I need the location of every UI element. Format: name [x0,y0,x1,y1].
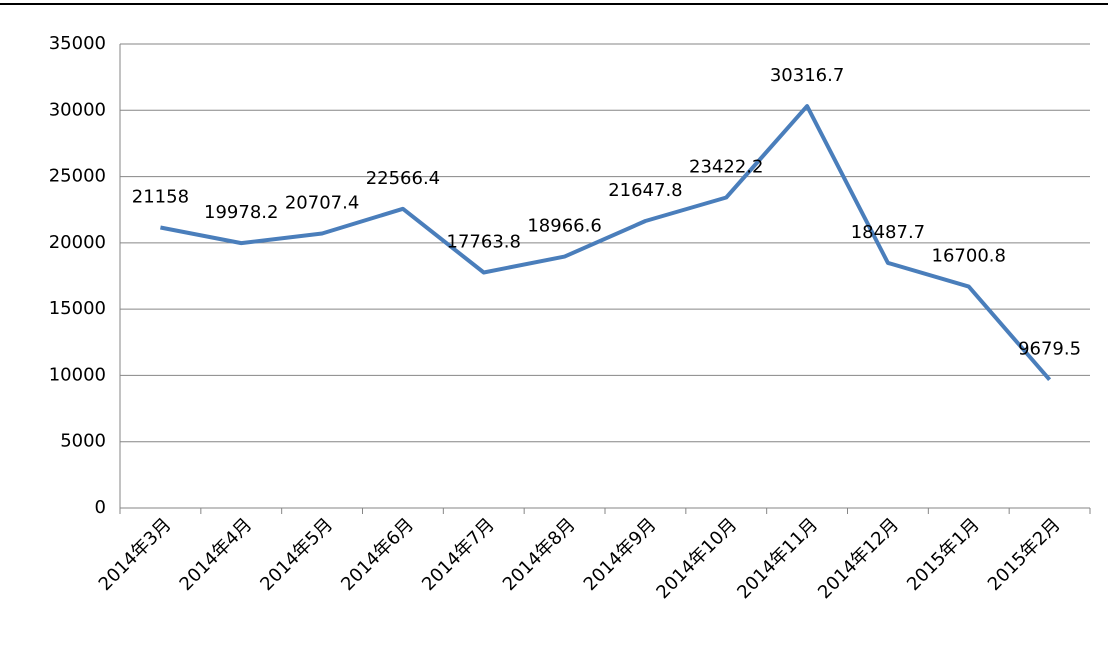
x-tick-label: 2015年1月 [903,514,984,595]
x-tick-label: 2014年5月 [256,514,337,595]
data-label: 9679.5 [1018,339,1081,360]
y-tick-label: 25000 [49,166,106,187]
x-tick-label: 2014年11月 [733,514,822,603]
x-tick-label: 2014年4月 [176,514,257,595]
y-tick-label: 15000 [49,298,106,319]
data-label: 22566.4 [366,168,440,189]
data-label: 21158 [132,187,189,208]
y-tick-label: 35000 [49,33,106,54]
x-tick-label: 2015年2月 [984,514,1065,595]
line-series [160,104,1052,381]
x-tick-label: 2014年7月 [418,514,499,595]
data-label: 18487.7 [851,222,925,243]
data-label: 21647.8 [608,180,682,201]
y-tick-label: 10000 [49,364,106,385]
data-label: 20707.4 [285,192,359,213]
data-label: 19978.2 [204,202,278,223]
y-tick-label: 5000 [60,431,106,452]
data-label: 23422.2 [689,156,763,177]
data-label: 16700.8 [932,246,1006,267]
x-tick-label: 2014年3月 [95,514,176,595]
x-tick-label: 2014年9月 [580,514,661,595]
x-tick-label: 2014年6月 [337,514,418,595]
x-tick-label: 2014年10月 [652,514,741,603]
data-label: 18966.6 [527,216,601,237]
x-tick-label: 2014年8月 [499,514,580,595]
data-label: 30316.7 [770,65,844,86]
y-tick-label: 30000 [49,99,106,120]
y-tick-label: 20000 [49,232,106,253]
data-label: 17763.8 [447,232,521,253]
y-tick-label: 0 [95,497,106,518]
x-tick-label: 2014年12月 [814,514,903,603]
